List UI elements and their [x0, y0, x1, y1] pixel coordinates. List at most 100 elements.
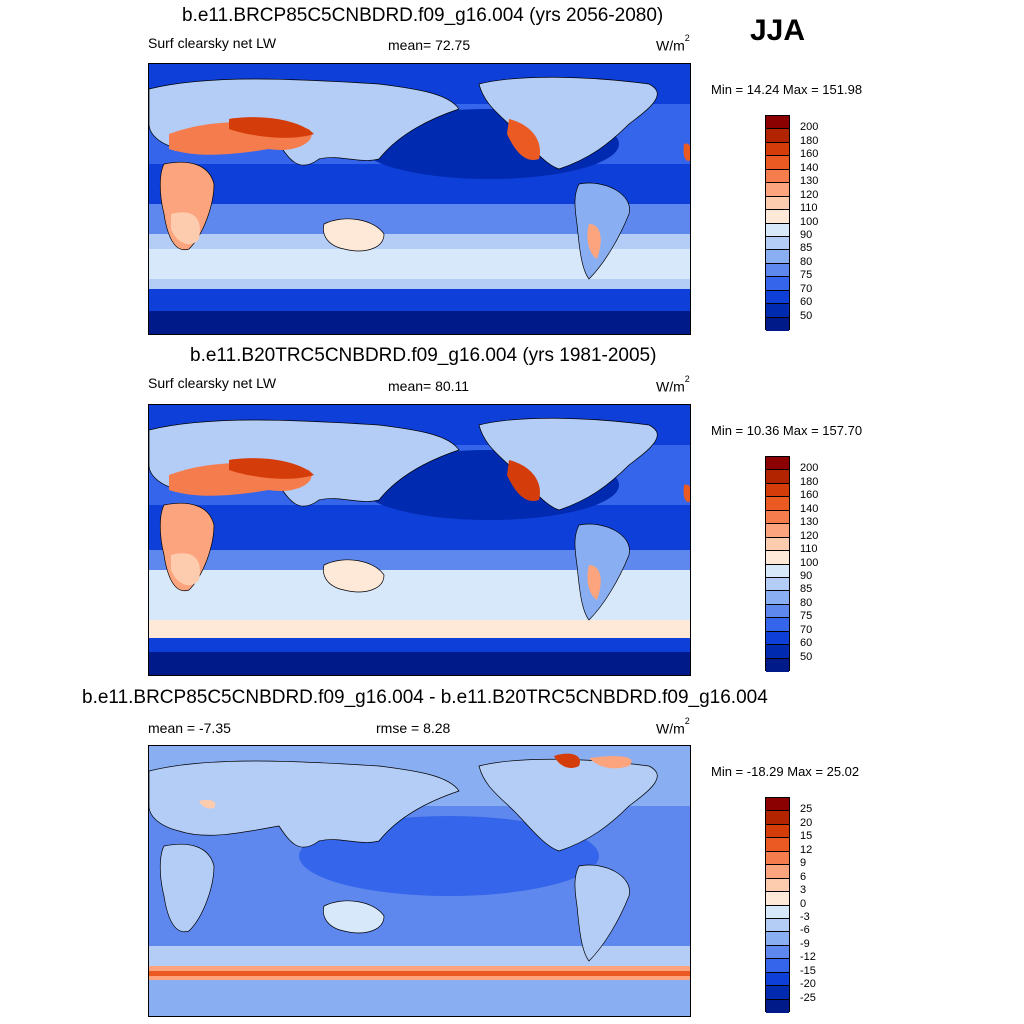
colorbar-tick-label: 160 — [800, 489, 819, 502]
colorbar-tick-label: 60 — [800, 637, 813, 650]
colorbar-swatch — [766, 510, 789, 525]
colorbar-tick-label: 80 — [800, 596, 813, 609]
panel2-minmax: Min = 10.36 Max = 157.70 — [711, 423, 863, 438]
colorbar-swatch — [766, 290, 789, 305]
colorbar-tick-label: 180 — [800, 134, 819, 147]
colorbar-tick-label: 140 — [800, 502, 819, 515]
colorbar-tick-label: 85 — [800, 242, 813, 255]
colorbar-tick-label: 25 — [800, 803, 813, 816]
colorbar-tick-label: -9 — [800, 937, 810, 950]
colorbar-tick-label: 140 — [800, 161, 819, 174]
colorbar-swatch — [766, 236, 789, 251]
colorbar-tick-label: 60 — [800, 296, 813, 309]
colorbar-swatch — [766, 811, 789, 825]
colorbar-tick-label: 70 — [800, 623, 813, 636]
panel2-title: b.e11.B20TRC5CNBDRD.f09_g16.004 (yrs 198… — [190, 345, 657, 366]
colorbar-tick-label: 15 — [800, 830, 813, 843]
panel3-mean-label: mean = -7.35 — [148, 720, 231, 736]
colorbar-tick-label: 90 — [800, 569, 813, 582]
colorbar-swatch — [766, 972, 789, 987]
colorbar-tick-label: -6 — [800, 924, 810, 937]
colorbar-tick-label: 130 — [800, 516, 819, 529]
colorbar-tick-label: 20 — [800, 816, 813, 829]
colorbar-tick-label: 70 — [800, 282, 813, 295]
colorbar-swatch — [766, 905, 789, 919]
colorbar-tick-label: 9 — [800, 857, 807, 870]
colorbar-swatch — [766, 470, 789, 484]
colorbar-swatch — [766, 798, 789, 812]
panel2-mean-label: mean= 80.11 — [388, 378, 470, 394]
colorbar-tick-label: 110 — [800, 543, 818, 556]
panel3-rmse-label: rmse = 8.28 — [376, 720, 451, 736]
colorbar-swatch — [766, 645, 789, 659]
colorbar-swatch — [766, 564, 789, 578]
panel1-title: b.e11.BRCP85C5CNBDRD.f09_g16.004 (yrs 20… — [182, 5, 664, 26]
colorbar-swatch — [766, 116, 789, 130]
colorbar-tick-label: 120 — [800, 188, 819, 201]
panel1-variable-label: Surf clearsky net LW — [148, 35, 277, 51]
colorbar-tick-label: 50 — [800, 650, 813, 663]
colorbar-swatch — [766, 497, 789, 511]
colorbar-tick-label: 12 — [800, 843, 813, 856]
colorbar-swatch — [766, 878, 789, 893]
colorbar-tick-label: 200 — [800, 121, 819, 134]
colorbar-swatch — [766, 263, 789, 278]
colorbar-swatch — [766, 304, 789, 318]
colorbar-swatch — [766, 210, 789, 224]
panel1-mean-label: mean= 72.75 — [388, 37, 471, 53]
colorbar-tick-label: 100 — [800, 215, 819, 228]
colorbar-swatch — [766, 537, 789, 552]
colorbar-tick-label: 120 — [800, 529, 819, 542]
colorbar-tick-label: 75 — [800, 269, 813, 282]
colorbar-tick-label: -15 — [800, 964, 816, 977]
panel3-map — [148, 745, 691, 1017]
panel1-minmax: Min = 14.24 Max = 151.98 — [711, 82, 863, 97]
colorbar-swatch — [766, 169, 789, 184]
colorbar-tick-label: 85 — [800, 583, 813, 596]
colorbar-tick-label: 3 — [800, 884, 807, 897]
panel3-title: b.e11.BRCP85C5CNBDRD.f09_g16.004 - b.e11… — [82, 687, 768, 708]
colorbar-swatch — [766, 618, 789, 632]
panel2-unit-label: W/m2 — [656, 374, 690, 395]
colorbar-swatch — [766, 142, 789, 157]
panel2-colorbar — [765, 456, 790, 672]
colorbar-swatch — [766, 483, 789, 498]
colorbar-tick-label: -3 — [800, 910, 810, 923]
colorbar-swatch — [766, 999, 789, 1013]
colorbar-swatch — [766, 918, 789, 933]
colorbar-swatch — [766, 658, 789, 672]
colorbar-swatch — [766, 986, 789, 1000]
colorbar-tick-label: -25 — [800, 991, 816, 1004]
panel3-colorbar — [765, 797, 790, 1013]
colorbar-tick-label: 90 — [800, 228, 813, 241]
colorbar-swatch — [766, 250, 789, 264]
colorbar-swatch — [766, 196, 789, 211]
colorbar-swatch — [766, 551, 789, 565]
colorbar-swatch — [766, 317, 789, 331]
panel2-map — [148, 404, 691, 676]
colorbar-swatch — [766, 959, 789, 973]
colorbar-swatch — [766, 129, 789, 143]
panel1-colorbar — [765, 115, 790, 331]
colorbar-tick-label: 6 — [800, 870, 807, 883]
colorbar-swatch — [766, 591, 789, 605]
colorbar-swatch — [766, 524, 789, 538]
colorbar-swatch — [766, 824, 789, 839]
colorbar-swatch — [766, 156, 789, 170]
colorbar-tick-label: 200 — [800, 462, 819, 475]
colorbar-tick-label: 0 — [800, 897, 807, 910]
colorbar-swatch — [766, 183, 789, 197]
colorbar-swatch — [766, 631, 789, 646]
colorbar-tick-label: 130 — [800, 175, 819, 188]
season-label: JJA — [750, 14, 806, 47]
panel3-unit-label: W/m2 — [656, 716, 690, 737]
colorbar-tick-label: 110 — [800, 202, 818, 215]
colorbar-swatch — [766, 223, 789, 237]
colorbar-swatch — [766, 932, 789, 946]
panel3-minmax: Min = -18.29 Max = 25.02 — [711, 764, 860, 779]
colorbar-swatch — [766, 865, 789, 879]
colorbar-swatch — [766, 838, 789, 852]
colorbar-tick-label: 160 — [800, 148, 819, 161]
colorbar-swatch — [766, 945, 789, 960]
colorbar-swatch — [766, 577, 789, 592]
